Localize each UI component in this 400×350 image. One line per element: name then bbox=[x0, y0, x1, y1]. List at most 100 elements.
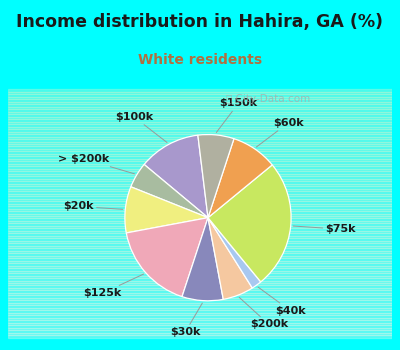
Bar bbox=[8, 209, 392, 211]
Bar bbox=[8, 129, 392, 132]
Text: $20k: $20k bbox=[63, 202, 123, 211]
Bar bbox=[8, 159, 392, 161]
Bar bbox=[8, 92, 392, 94]
Bar bbox=[8, 246, 392, 248]
Text: ⓘ City-Data.com: ⓘ City-Data.com bbox=[226, 94, 310, 104]
Bar bbox=[8, 201, 392, 204]
Bar bbox=[8, 194, 392, 196]
Bar bbox=[8, 293, 392, 295]
Wedge shape bbox=[208, 218, 252, 299]
Bar bbox=[8, 161, 392, 164]
Wedge shape bbox=[198, 134, 234, 218]
Bar bbox=[8, 196, 392, 198]
Text: $60k: $60k bbox=[256, 118, 304, 147]
Bar bbox=[8, 216, 392, 218]
Wedge shape bbox=[208, 139, 272, 218]
Text: Income distribution in Hahira, GA (%): Income distribution in Hahira, GA (%) bbox=[16, 13, 384, 30]
Wedge shape bbox=[131, 164, 208, 218]
Bar bbox=[8, 288, 392, 290]
Bar bbox=[8, 181, 392, 184]
Bar bbox=[8, 147, 392, 149]
Bar bbox=[8, 149, 392, 152]
Text: $125k: $125k bbox=[84, 274, 144, 298]
Bar bbox=[8, 236, 392, 238]
Bar bbox=[8, 328, 392, 330]
Bar bbox=[8, 171, 392, 174]
Bar bbox=[8, 164, 392, 166]
Bar bbox=[8, 308, 392, 310]
Wedge shape bbox=[144, 135, 208, 218]
Bar bbox=[8, 300, 392, 303]
Bar bbox=[8, 139, 392, 141]
Bar bbox=[8, 184, 392, 186]
Bar bbox=[8, 144, 392, 147]
Bar bbox=[8, 298, 392, 300]
Bar bbox=[8, 278, 392, 280]
Text: $40k: $40k bbox=[258, 287, 306, 316]
Bar bbox=[8, 104, 392, 107]
Bar bbox=[8, 243, 392, 246]
Bar bbox=[8, 320, 392, 323]
Bar bbox=[8, 99, 392, 102]
Bar bbox=[8, 271, 392, 273]
Bar bbox=[8, 89, 392, 92]
Text: $150k: $150k bbox=[216, 98, 257, 132]
Bar bbox=[8, 226, 392, 229]
Bar bbox=[8, 223, 392, 226]
Bar bbox=[8, 211, 392, 213]
Bar bbox=[8, 313, 392, 315]
Bar bbox=[8, 323, 392, 325]
Bar bbox=[8, 229, 392, 231]
Bar bbox=[8, 109, 392, 112]
Bar bbox=[8, 303, 392, 305]
Bar bbox=[8, 295, 392, 298]
Bar bbox=[8, 233, 392, 236]
Bar bbox=[8, 107, 392, 109]
Bar bbox=[8, 156, 392, 159]
Bar bbox=[8, 286, 392, 288]
Bar bbox=[8, 124, 392, 127]
Bar bbox=[8, 127, 392, 129]
Bar bbox=[8, 186, 392, 189]
Bar bbox=[8, 166, 392, 169]
Bar bbox=[8, 114, 392, 117]
Text: $75k: $75k bbox=[293, 224, 356, 234]
Bar bbox=[8, 330, 392, 332]
Text: $30k: $30k bbox=[170, 303, 202, 337]
Bar bbox=[8, 189, 392, 191]
Wedge shape bbox=[125, 187, 208, 233]
Text: $200k: $200k bbox=[239, 298, 288, 329]
Bar bbox=[8, 253, 392, 256]
Bar bbox=[8, 325, 392, 328]
Bar bbox=[8, 214, 392, 216]
Bar bbox=[8, 176, 392, 179]
Bar bbox=[8, 122, 392, 124]
Bar bbox=[8, 318, 392, 320]
Bar bbox=[8, 94, 392, 97]
Bar bbox=[8, 273, 392, 275]
Bar bbox=[8, 191, 392, 194]
Bar bbox=[8, 204, 392, 206]
Bar bbox=[8, 290, 392, 293]
Bar bbox=[8, 112, 392, 114]
Bar bbox=[8, 258, 392, 261]
Bar bbox=[8, 251, 392, 253]
Wedge shape bbox=[182, 218, 223, 301]
Bar bbox=[8, 198, 392, 201]
Text: White residents: White residents bbox=[138, 53, 262, 67]
Bar bbox=[8, 218, 392, 221]
Bar bbox=[8, 169, 392, 171]
Bar bbox=[8, 315, 392, 318]
Bar bbox=[8, 134, 392, 136]
Bar bbox=[8, 275, 392, 278]
Bar bbox=[8, 206, 392, 209]
Bar bbox=[8, 283, 392, 286]
Bar bbox=[8, 280, 392, 283]
Bar bbox=[8, 268, 392, 271]
Bar bbox=[8, 152, 392, 154]
Bar bbox=[8, 141, 392, 144]
Wedge shape bbox=[208, 165, 291, 282]
Bar bbox=[8, 261, 392, 263]
Bar bbox=[8, 305, 392, 308]
Bar bbox=[8, 132, 392, 134]
